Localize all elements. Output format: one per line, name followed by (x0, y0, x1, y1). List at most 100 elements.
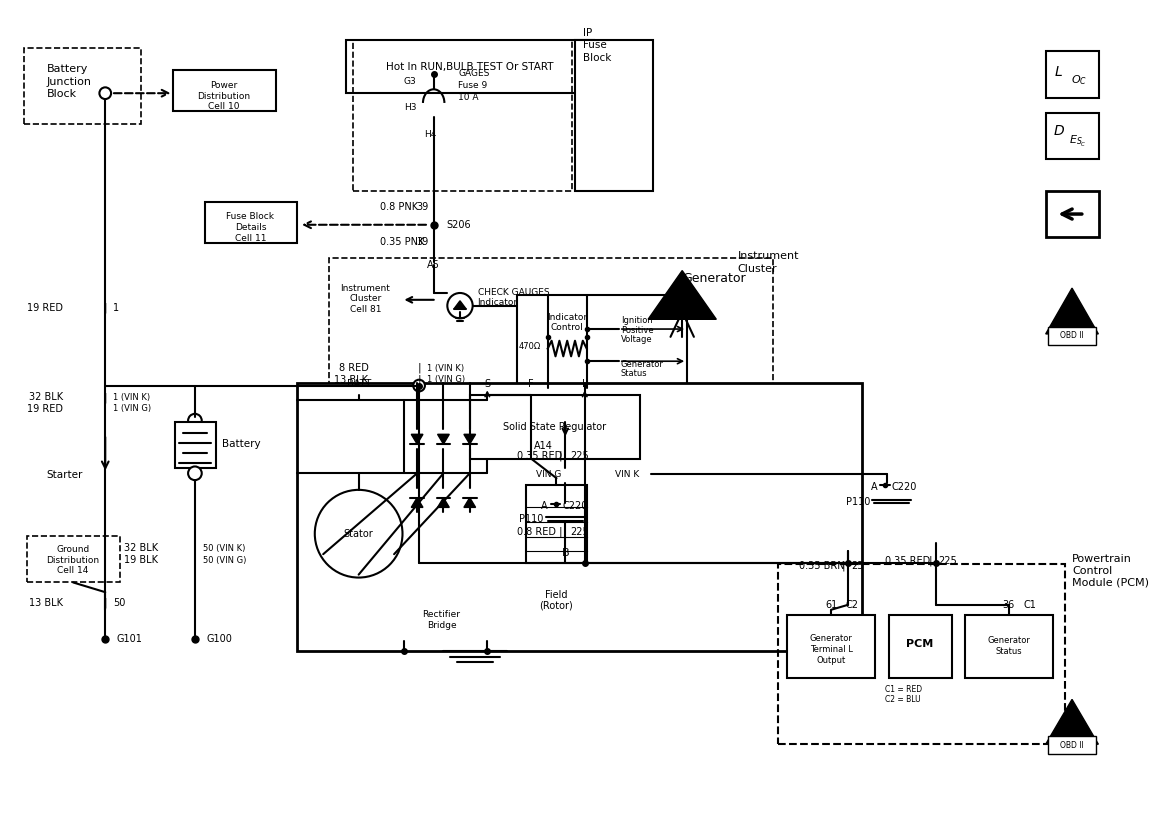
Polygon shape (464, 498, 476, 508)
Text: Generator: Generator (809, 634, 852, 644)
Bar (24, 48, 141, 125)
Text: 50: 50 (113, 598, 125, 608)
Text: Distribution: Distribution (46, 556, 100, 565)
Text: P110: P110 (520, 514, 544, 524)
Text: 39: 39 (417, 237, 428, 247)
Text: $L$: $L$ (1055, 64, 1063, 79)
Text: 0.8 PNK: 0.8 PNK (380, 202, 418, 212)
Text: 225: 225 (570, 451, 589, 460)
Text: BATT: BATT (346, 379, 371, 389)
Text: C1 = RED: C1 = RED (885, 685, 922, 694)
Text: 0.35 RED: 0.35 RED (516, 451, 562, 460)
Text: 61: 61 (826, 600, 837, 610)
Text: Ground: Ground (57, 544, 89, 554)
Text: A14: A14 (534, 441, 552, 451)
Bar (329, 258, 772, 421)
Bar (778, 564, 1065, 744)
Bar (602, 465, 651, 483)
Text: $D$: $D$ (1053, 124, 1064, 139)
Bar (1046, 191, 1099, 237)
Text: 225: 225 (938, 556, 958, 566)
Text: Powertrain: Powertrain (1072, 554, 1131, 564)
Text: 50 (VIN K): 50 (VIN K) (203, 544, 245, 553)
Bar (174, 70, 276, 111)
Text: VIN G: VIN G (536, 469, 562, 478)
Text: Starter: Starter (46, 470, 83, 480)
Text: Rectifier: Rectifier (423, 610, 461, 619)
Text: F: F (528, 379, 534, 389)
Text: Generator: Generator (682, 272, 746, 285)
Text: C220: C220 (563, 501, 588, 512)
Text: Cell 10: Cell 10 (208, 103, 240, 112)
Text: L: L (582, 379, 587, 389)
Circle shape (100, 87, 111, 99)
Text: 225: 225 (570, 526, 589, 537)
Text: 19 RED: 19 RED (28, 404, 64, 414)
Text: 470Ω: 470Ω (519, 342, 541, 351)
Text: Block: Block (46, 89, 76, 99)
Bar (1046, 51, 1099, 98)
Text: Instrument: Instrument (738, 251, 799, 261)
Text: |: | (558, 451, 562, 461)
Circle shape (315, 490, 403, 578)
Polygon shape (648, 271, 717, 319)
Text: C220: C220 (892, 482, 917, 492)
Text: OBD II: OBD II (1061, 741, 1084, 750)
Text: |: | (103, 392, 107, 403)
Text: Cluster: Cluster (350, 294, 382, 303)
Polygon shape (411, 434, 423, 444)
Text: 32 BLK: 32 BLK (124, 544, 157, 553)
Text: Positive: Positive (621, 325, 653, 334)
Text: Module (PCM): Module (PCM) (1072, 578, 1149, 588)
Text: 10 A: 10 A (459, 93, 478, 102)
Text: 8 RED: 8 RED (338, 363, 368, 373)
Text: (Rotor): (Rotor) (540, 601, 573, 610)
Circle shape (413, 380, 425, 391)
Text: 0.8 RED: 0.8 RED (516, 526, 556, 537)
Text: G100: G100 (206, 634, 233, 644)
Bar (526, 485, 587, 563)
Text: OBD II: OBD II (1061, 332, 1084, 341)
Polygon shape (1046, 699, 1098, 744)
Bar (1048, 327, 1097, 345)
Text: Control: Control (551, 323, 584, 332)
Text: 1 (VIN G): 1 (VIN G) (427, 375, 466, 384)
Text: Junction: Junction (46, 77, 91, 86)
Text: Status: Status (996, 647, 1023, 656)
Polygon shape (411, 498, 423, 508)
Bar (889, 615, 952, 678)
Text: Block: Block (582, 53, 611, 63)
Text: |: | (841, 561, 845, 571)
Polygon shape (1046, 289, 1098, 334)
Text: IP: IP (582, 28, 592, 37)
Text: $E_{S_C}$: $E_{S_C}$ (1069, 134, 1087, 149)
Bar (175, 421, 217, 469)
Text: 1: 1 (113, 302, 119, 313)
Text: |: | (417, 363, 420, 373)
Text: Output: Output (816, 656, 846, 665)
Text: 39: 39 (417, 202, 428, 212)
Text: C1: C1 (1024, 600, 1036, 610)
Text: 0.35 BRN: 0.35 BRN (799, 561, 845, 570)
Text: Details: Details (235, 223, 266, 232)
Text: P110: P110 (845, 496, 871, 507)
Text: |: | (103, 597, 107, 608)
Text: A: A (871, 482, 877, 492)
Text: |: | (103, 302, 107, 313)
Bar (965, 615, 1053, 678)
Text: Generator: Generator (621, 359, 664, 368)
Text: PCM: PCM (907, 639, 933, 649)
Text: Cell 81: Cell 81 (350, 305, 381, 314)
Text: Bridge: Bridge (426, 621, 456, 630)
Bar (28, 535, 120, 583)
Text: Indicator: Indicator (547, 313, 587, 322)
Bar (525, 465, 573, 483)
Text: G101: G101 (117, 634, 142, 644)
Text: Fuse: Fuse (582, 41, 607, 51)
Text: GAGES: GAGES (459, 69, 490, 78)
Text: 32 BLK: 32 BLK (29, 392, 64, 403)
Bar (470, 395, 640, 459)
Bar (576, 40, 653, 191)
Text: 25: 25 (851, 561, 864, 570)
Text: |: | (193, 543, 197, 553)
